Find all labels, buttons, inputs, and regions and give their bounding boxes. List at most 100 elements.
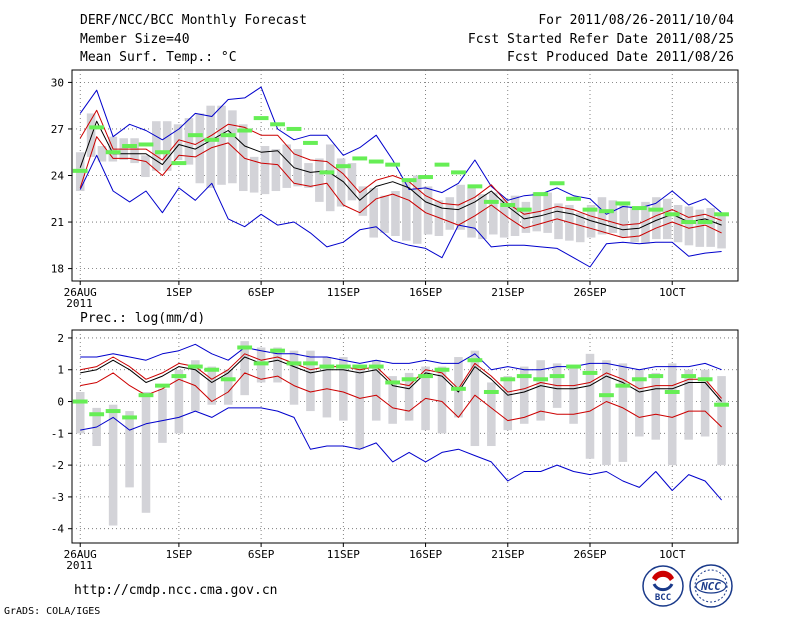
prec-xtick-label-3: 11SEP — [327, 548, 360, 561]
prec-spread-bar-3 — [125, 411, 134, 488]
temp-outer-lower-line — [79, 154, 722, 268]
temp-mean-marker-23 — [451, 170, 466, 175]
prec-xtick-label-1: 1SEP — [166, 548, 193, 561]
temp-mean-marker-39 — [714, 212, 729, 217]
prec-spread-bar-25 — [487, 382, 496, 447]
prec-spread-bar-2 — [108, 404, 118, 526]
prec-spread-bar-32 — [602, 360, 611, 466]
temp-spread-bar-28 — [380, 195, 389, 233]
temp-spread-bar-55 — [673, 204, 683, 243]
prec-mean-marker-36 — [664, 389, 680, 394]
precip-panel-title: Prec.: log(mm/d) — [80, 311, 205, 326]
prec-spread-bar-27 — [519, 366, 529, 424]
prec-spread-bar-26 — [503, 376, 513, 431]
footer-credit: GrADS: COLA/IGES — [4, 606, 100, 617]
temp-spread-bar-56 — [684, 206, 694, 246]
temp-mean-marker-15 — [319, 170, 335, 175]
temp-mean-marker-2 — [105, 150, 121, 155]
temp-xtick-label-2: 6SEP — [248, 286, 275, 299]
temp-spread-bar-5 — [130, 138, 139, 164]
temp-mean-marker-18 — [368, 159, 384, 164]
temp-mean-marker-6 — [171, 161, 187, 166]
prec-spread-bar-16 — [339, 357, 348, 421]
header-variable: Mean Surf. Temp.: °C — [80, 50, 237, 65]
footer-url[interactable]: http://cmdp.ncc.cma.gov.cn — [74, 583, 278, 598]
prec-ytick-label-1: -3 — [51, 491, 64, 504]
temp-spread-bar-40 — [510, 195, 520, 237]
prec-mean-marker-0 — [72, 399, 88, 404]
temp-spread-bar-32 — [423, 186, 433, 235]
temp-spread-bar-53 — [652, 197, 661, 240]
prec-spread-bar-17 — [355, 366, 365, 450]
prec-ytick-label-3: -1 — [51, 427, 64, 440]
temp-spread-bar-50 — [619, 203, 629, 238]
prec-mean-marker-26 — [500, 377, 516, 382]
temp-xtick-label-1: 1SEP — [166, 286, 193, 299]
temp-mean-marker-13 — [286, 126, 302, 131]
ncc-logo: NCC — [689, 564, 733, 608]
prec-mean-marker-31 — [582, 370, 598, 375]
temp-spread-bar-10 — [184, 118, 194, 165]
prec-mean-marker-29 — [549, 374, 565, 379]
prec-ytick-label-4: 0 — [57, 396, 64, 409]
temp-xtick-label-4: 16SEP — [409, 286, 442, 299]
temp-spread-bar-8 — [162, 121, 172, 171]
temp-mean-marker-24 — [467, 184, 483, 189]
prec-spread-bar-6 — [174, 369, 184, 434]
temp-spread-bar-31 — [412, 175, 422, 244]
temp-spread-bar-1 — [86, 113, 96, 157]
temp-spread-bar-23 — [325, 144, 335, 212]
temp-spread-bar-57 — [695, 209, 705, 247]
temp-spread-bar-24 — [336, 158, 346, 207]
temp-spread-bar-30 — [402, 181, 411, 241]
header-title: DERF/NCC/BCC Monthly Forecast — [80, 13, 307, 28]
prec-spread-bar-4 — [141, 391, 151, 513]
temp-mean-marker-10 — [237, 128, 253, 133]
temp-mean-marker-26 — [500, 202, 516, 207]
header-forecast-period: For 2011/08/26-2011/10/04 — [538, 13, 734, 28]
temp-mean-marker-21 — [418, 175, 433, 180]
temp-mean-marker-30 — [566, 196, 581, 201]
header-right: For 2011/08/26-2011/10/04 Fcst Started R… — [468, 13, 734, 65]
prec-ytick-label-0: -4 — [51, 523, 65, 536]
temp-mean-marker-11 — [253, 116, 269, 121]
prec-mean-marker-1 — [89, 412, 105, 417]
temp-spread-bar-21 — [304, 163, 313, 188]
temp-spread-bar-52 — [641, 201, 650, 244]
temp-spread-bar-6 — [141, 155, 150, 178]
temp-spread-bar-37 — [478, 194, 487, 240]
prec-mean-marker-28 — [533, 377, 549, 382]
temp-spread-bar-48 — [597, 197, 607, 235]
prec-mean-marker-13 — [286, 361, 302, 366]
prec-spread-bar-34 — [635, 369, 644, 437]
temp-mean-marker-20 — [401, 178, 417, 183]
prec-mean-marker-30 — [566, 364, 581, 369]
prec-mean-marker-17 — [352, 364, 368, 369]
temp-outer-upper-line — [79, 86, 722, 215]
prec-mean-marker-22 — [434, 367, 450, 372]
temp-spread-bar-27 — [369, 187, 378, 238]
prec-ytick-label-2: -2 — [51, 459, 64, 472]
temp-spread-bar-29 — [391, 191, 400, 237]
prec-ytick-label-6: 2 — [57, 332, 64, 345]
prec-mean-marker-38 — [697, 377, 713, 382]
prec-spread-bar-14 — [306, 350, 315, 412]
temp-ytick-label-4: 30 — [51, 76, 64, 89]
prec-mean-marker-37 — [681, 374, 697, 379]
prec-spread-bar-20 — [404, 372, 414, 421]
prec-mean-marker-7 — [187, 364, 203, 369]
temp-spread-bar-34 — [445, 197, 455, 230]
temp-mean-marker-36 — [664, 212, 680, 217]
prec-mean-marker-8 — [204, 367, 220, 372]
header-produced-date: Fcst Produced Date 2011/08/26 — [507, 50, 734, 65]
temp-mean-marker-28 — [533, 192, 549, 197]
prec-spread-bar-0 — [75, 391, 85, 434]
temp-spread-bar-59 — [717, 212, 726, 249]
temp-spread-bar-46 — [575, 212, 585, 243]
temp-xtick-label-0: 26AUG — [64, 286, 97, 299]
temp-mean-marker-19 — [385, 162, 401, 167]
prec-mean-marker-4 — [138, 393, 154, 398]
prec-mean-marker-39 — [714, 402, 729, 407]
prec-mean-marker-27 — [516, 374, 532, 379]
prec-spread-bar-5 — [158, 388, 167, 443]
